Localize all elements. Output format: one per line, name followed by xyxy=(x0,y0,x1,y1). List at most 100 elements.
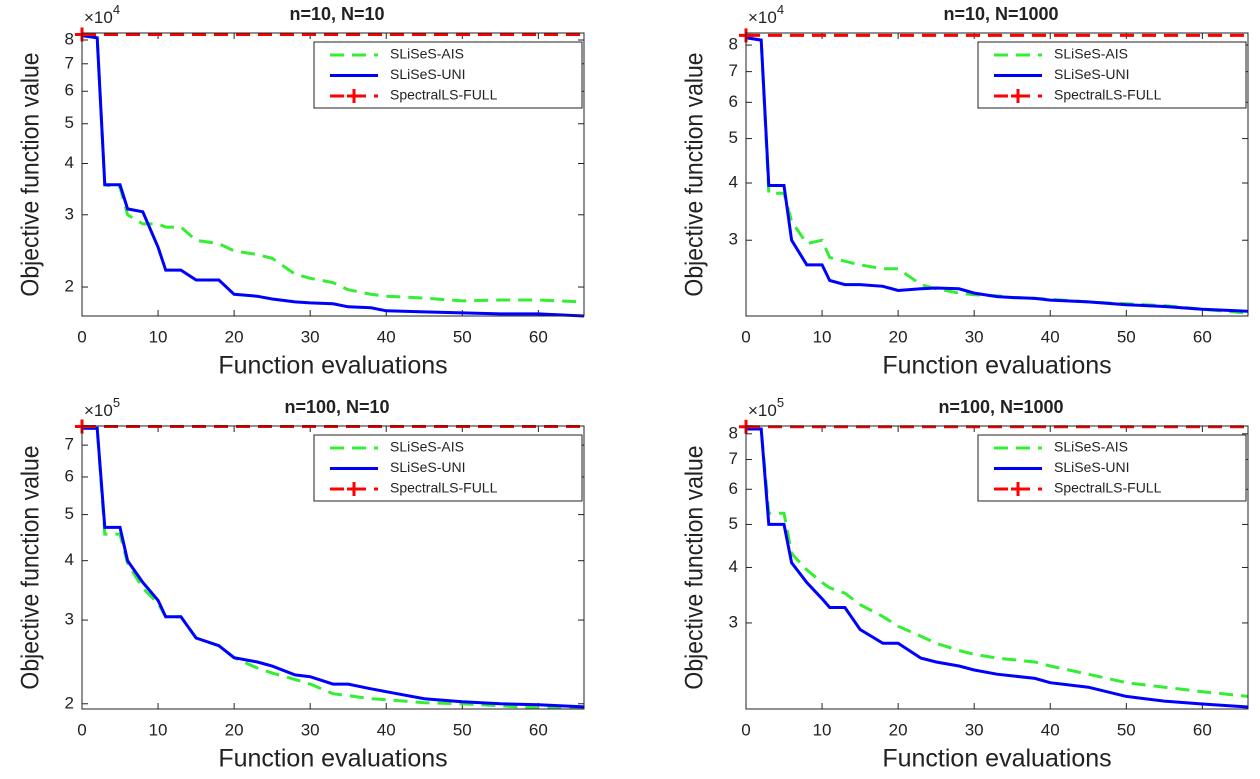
multiplier-base: ×10 xyxy=(84,401,113,420)
x-tick-label: 0 xyxy=(77,720,86,739)
legend-label: SLiSeS-UNI xyxy=(390,66,465,82)
multiplier-base: ×10 xyxy=(748,401,777,420)
x-tick-label: 10 xyxy=(813,720,832,739)
x-tick-label: 50 xyxy=(1117,720,1136,739)
multiplier-exponent: 4 xyxy=(113,2,120,17)
legend-label: SpectralLS-FULL xyxy=(390,87,498,103)
series-line xyxy=(746,427,1248,698)
y-tick-label: 4 xyxy=(729,557,738,576)
x-tick-label: 0 xyxy=(77,327,86,346)
legend-marker xyxy=(347,89,361,103)
legend-marker xyxy=(1011,482,1025,496)
y-tick-label: 6 xyxy=(65,81,74,100)
y-tick-label: 3 xyxy=(729,230,738,249)
series-line xyxy=(82,34,584,304)
x-tick-label: 30 xyxy=(301,720,320,739)
y-tick-label: 5 xyxy=(729,514,738,533)
series-line xyxy=(746,427,1248,709)
y-tick-label: 4 xyxy=(65,550,74,569)
x-tick-label: 60 xyxy=(529,327,548,346)
x-tick-label: 30 xyxy=(301,327,320,346)
x-tick-label: 20 xyxy=(225,327,244,346)
y-tick-label: 7 xyxy=(65,435,74,454)
x-tick-label: 40 xyxy=(1041,327,1060,346)
y-axis-label: Objective function value xyxy=(681,52,709,296)
y-tick-label: 6 xyxy=(729,92,738,111)
x-tick-label: 40 xyxy=(377,327,396,346)
x-tick-label: 40 xyxy=(377,720,396,739)
subplot-title: n=10, N=10 xyxy=(289,4,384,24)
x-tick-label: 0 xyxy=(741,720,750,739)
x-tick-label: 40 xyxy=(1041,720,1060,739)
y-axis-label: Objective function value xyxy=(17,445,45,689)
y-tick-label: 6 xyxy=(65,466,74,485)
x-tick-label: 10 xyxy=(813,327,832,346)
series-line xyxy=(746,36,1248,313)
y-multiplier: ×105 xyxy=(748,395,784,420)
legend-label: SLiSeS-UNI xyxy=(390,459,465,475)
series-line xyxy=(82,426,584,709)
subplot: n=10, N=1000 ×104 Objective function value… xyxy=(681,2,1249,380)
y-tick-label: 3 xyxy=(729,612,738,631)
legend-label: SpectralLS-FULL xyxy=(1054,480,1162,496)
legend-label: SLiSeS-AIS xyxy=(1054,46,1128,62)
legend-marker xyxy=(1011,89,1025,103)
y-tick-label: 6 xyxy=(729,479,738,498)
legend-label: SpectralLS-FULL xyxy=(390,480,498,496)
multiplier-exponent: 5 xyxy=(777,395,784,410)
x-tick-label: 20 xyxy=(889,720,908,739)
y-tick-label: 7 xyxy=(65,53,74,72)
x-tick-label: 10 xyxy=(149,327,168,346)
subplot-title: n=100, N=1000 xyxy=(938,397,1063,417)
x-tick-label: 20 xyxy=(225,720,244,739)
axes-frame xyxy=(81,32,585,317)
legend-label: SLiSeS-UNI xyxy=(1054,66,1129,82)
series-line xyxy=(82,34,584,318)
y-multiplier: ×104 xyxy=(748,2,784,27)
legend: SLiSeS-AIS SLiSeS-UNI SpectralLS-FULL xyxy=(313,434,583,502)
legend-label: SLiSeS-UNI xyxy=(1054,459,1129,475)
y-tick-label: 5 xyxy=(65,113,74,132)
y-axis-label: Objective function value xyxy=(17,52,45,296)
x-tick-label: 30 xyxy=(965,720,984,739)
y-tick-label: 5 xyxy=(65,504,74,523)
x-tick-label: 60 xyxy=(1193,720,1212,739)
x-tick-label: 50 xyxy=(453,720,472,739)
axes-frame xyxy=(745,32,1249,317)
legend-label: SLiSeS-AIS xyxy=(390,439,464,455)
y-tick-label: 5 xyxy=(729,128,738,147)
x-axis-label: Function evaluations xyxy=(882,352,1111,380)
x-tick-label: 50 xyxy=(1117,327,1136,346)
y-tick-label: 7 xyxy=(729,61,738,80)
legend-label: SpectralLS-FULL xyxy=(1054,87,1162,103)
x-tick-label: 50 xyxy=(453,327,472,346)
multiplier-base: ×10 xyxy=(748,8,777,27)
y-tick-label: 2 xyxy=(65,693,74,712)
legend: SLiSeS-AIS SLiSeS-UNI SpectralLS-FULL xyxy=(977,434,1247,502)
y-tick-label: 2 xyxy=(65,277,74,296)
multiplier-exponent: 5 xyxy=(113,395,120,410)
y-tick-label: 8 xyxy=(65,29,74,48)
y-tick-label: 7 xyxy=(729,449,738,468)
y-tick-label: 8 xyxy=(729,35,738,54)
y-axis-label: Objective function value xyxy=(681,445,709,689)
x-tick-label: 60 xyxy=(529,720,548,739)
x-tick-label: 0 xyxy=(741,327,750,346)
axes-frame xyxy=(745,425,1249,710)
multiplier-exponent: 4 xyxy=(777,2,784,17)
multiplier-base: ×10 xyxy=(84,8,113,27)
x-tick-label: 30 xyxy=(965,327,984,346)
x-axis-label: Function evaluations xyxy=(882,745,1111,773)
legend: SLiSeS-AIS SLiSeS-UNI SpectralLS-FULL xyxy=(313,41,583,109)
axes-frame xyxy=(81,425,585,710)
x-tick-label: 60 xyxy=(1193,327,1212,346)
subplot-title: n=10, N=1000 xyxy=(943,4,1058,24)
y-tick-label: 3 xyxy=(65,610,74,629)
y-tick-label: 8 xyxy=(729,423,738,442)
y-multiplier: ×105 xyxy=(84,395,120,420)
x-tick-label: 10 xyxy=(149,720,168,739)
